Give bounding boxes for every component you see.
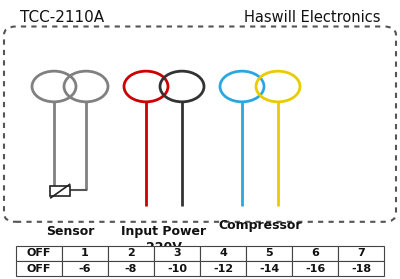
Bar bbox=[292, 246, 338, 261]
Bar bbox=[246, 246, 292, 261]
Text: Compressor: Compressor bbox=[218, 219, 302, 232]
Text: 1: 1 bbox=[81, 248, 89, 258]
Bar bbox=[154, 246, 200, 261]
Bar bbox=[246, 261, 292, 276]
Text: OFF: OFF bbox=[27, 248, 51, 258]
Text: Sensor: Sensor bbox=[46, 225, 94, 238]
Bar bbox=[108, 261, 154, 276]
Bar bbox=[62, 246, 108, 261]
Text: -8: -8 bbox=[125, 264, 137, 273]
Text: 7: 7 bbox=[357, 248, 365, 258]
Text: Input Power
220V: Input Power 220V bbox=[122, 225, 206, 254]
Text: -12: -12 bbox=[213, 264, 233, 273]
Text: OFF: OFF bbox=[27, 264, 51, 273]
Text: 3: 3 bbox=[173, 248, 181, 258]
Bar bbox=[292, 261, 338, 276]
Bar bbox=[154, 261, 200, 276]
Text: -10: -10 bbox=[167, 264, 187, 273]
Bar bbox=[200, 246, 246, 261]
Text: Haswill Electronics: Haswill Electronics bbox=[244, 10, 380, 25]
Text: -18: -18 bbox=[351, 264, 371, 273]
Text: 2: 2 bbox=[127, 248, 135, 258]
Text: 6: 6 bbox=[311, 248, 319, 258]
Text: TCC-2110A: TCC-2110A bbox=[20, 10, 104, 25]
Bar bbox=[338, 246, 384, 261]
Bar bbox=[62, 261, 108, 276]
Bar bbox=[16, 261, 62, 276]
Bar bbox=[16, 246, 62, 261]
Text: -6: -6 bbox=[79, 264, 91, 273]
Bar bbox=[200, 261, 246, 276]
Text: -16: -16 bbox=[305, 264, 325, 273]
Text: 5: 5 bbox=[265, 248, 273, 258]
Bar bbox=[338, 261, 384, 276]
Bar bbox=[108, 246, 154, 261]
Text: -14: -14 bbox=[259, 264, 279, 273]
Bar bbox=[50, 186, 70, 196]
Text: 4: 4 bbox=[219, 248, 227, 258]
